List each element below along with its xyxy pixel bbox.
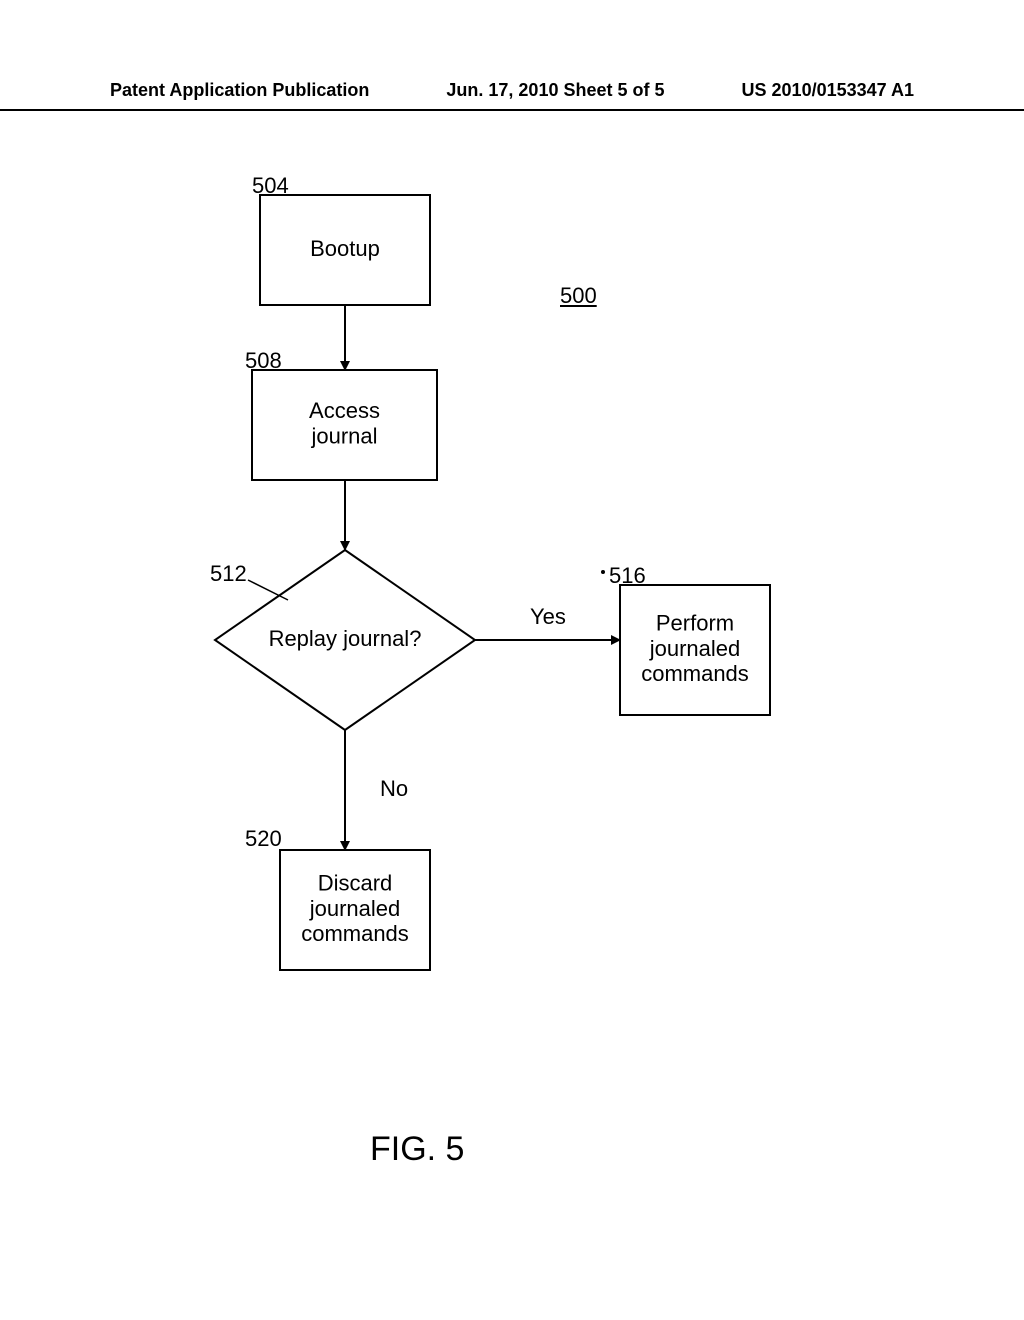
node-text-508: Accessjournal: [309, 398, 380, 448]
node-text-512: Replay journal?: [269, 626, 422, 651]
node-text-504: Bootup: [310, 236, 380, 261]
figure-ref-500: 500: [560, 283, 597, 309]
node-ref-504: 504: [252, 173, 289, 198]
node-ref-512: 512: [210, 561, 247, 586]
node-ref-516: 516: [609, 563, 646, 588]
node-ref-508: 508: [245, 348, 282, 373]
edge-label-yes: Yes: [530, 604, 566, 629]
edge-label-no: No: [380, 776, 408, 801]
flowchart: Yes No Bootup 504 Accessjournal 508 Replay jou…: [0, 0, 1024, 1320]
ref-leader-512: [248, 580, 288, 600]
node-ref-520: 520: [245, 826, 282, 851]
figure-label: FIG. 5: [370, 1130, 464, 1169]
page: Patent Application Publication Jun. 17, …: [0, 0, 1024, 1320]
node-text-516: Performjournaledcommands: [641, 611, 749, 687]
ref-dot-516: [601, 570, 605, 574]
